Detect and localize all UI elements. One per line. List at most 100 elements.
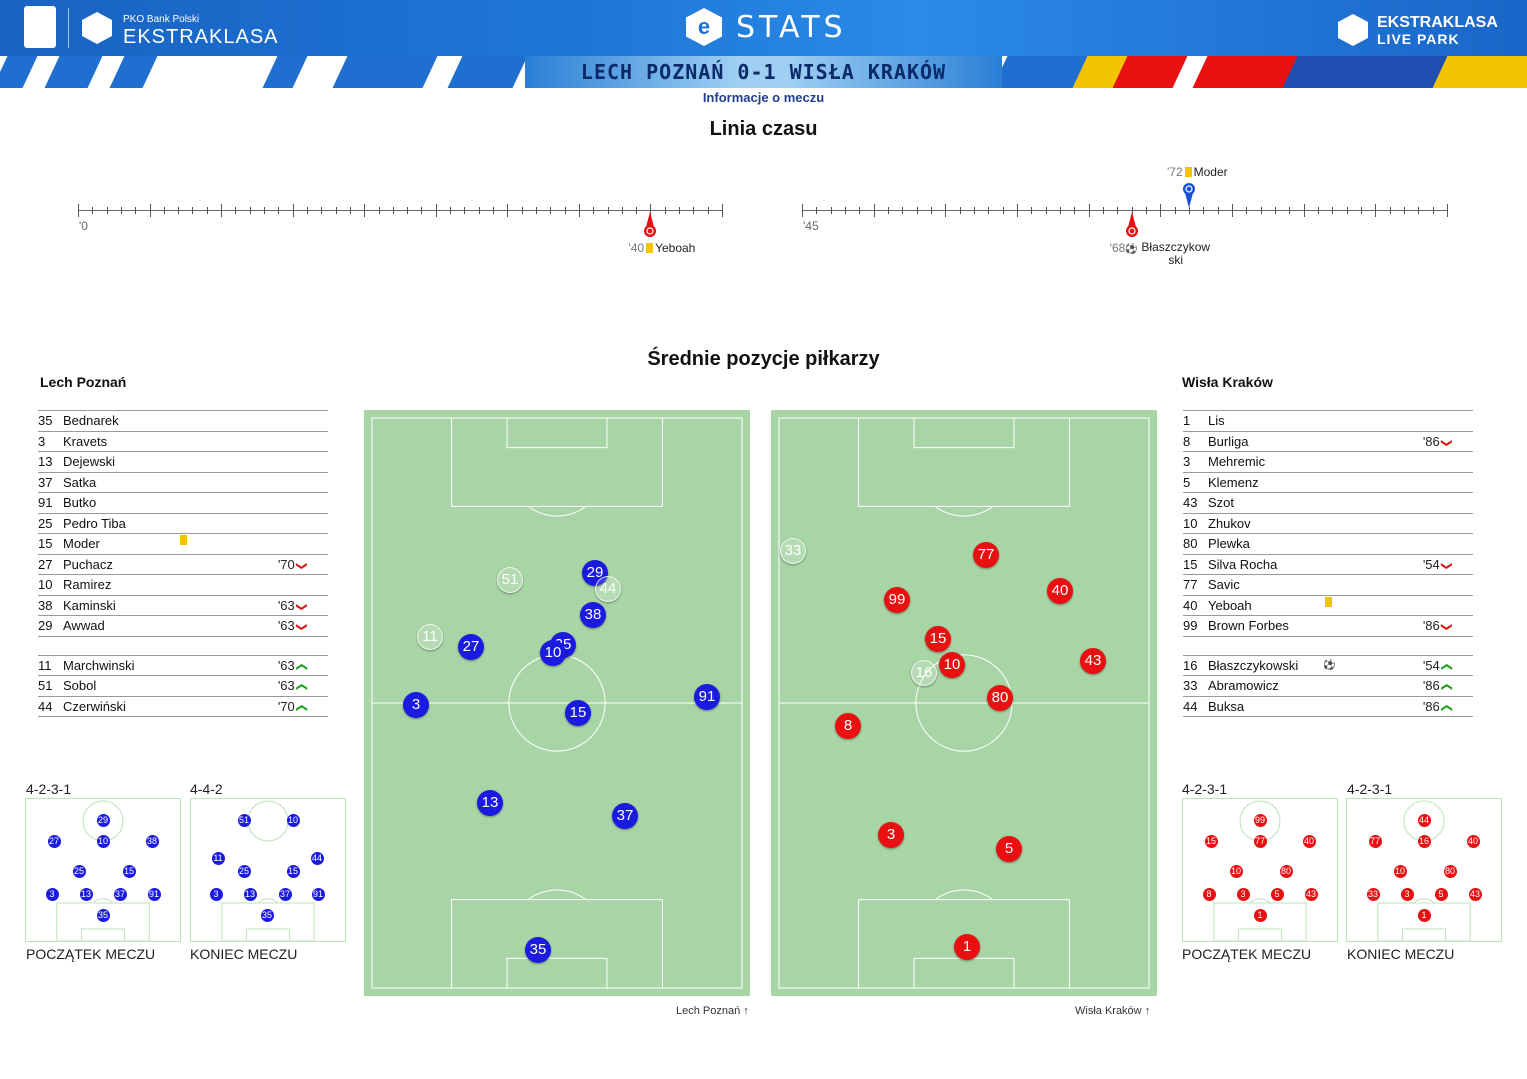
mini-pitch-lines (56, 800, 150, 941)
player-position-marker[interactable]: 8 (835, 713, 861, 739)
formation-player-dot: 35 (260, 908, 274, 922)
timeline-tick (378, 207, 380, 214)
player-position-marker[interactable]: 44 (595, 576, 621, 602)
player-name: Savic (1208, 577, 1240, 592)
player-number: 11 (38, 657, 52, 673)
timeline-event-pin[interactable] (1182, 182, 1196, 208)
player-row[interactable]: 5 Klemenz (1183, 471, 1473, 493)
player-row[interactable]: 38 Kaminski '63❯ (38, 594, 328, 616)
player-position-marker[interactable]: 40 (1047, 578, 1073, 604)
player-row[interactable]: 27 Puchacz '70❯ (38, 553, 328, 576)
player-row[interactable]: 16 Błaszczykowski ⚽ '54❯ (1183, 654, 1473, 676)
player-row[interactable]: 77 Savic (1183, 574, 1473, 595)
player-position-marker[interactable]: 27 (458, 634, 484, 660)
player-position-marker[interactable]: 37 (612, 803, 638, 829)
pitch-lines (371, 417, 743, 989)
sub-time-text: '54 (1422, 657, 1440, 673)
player-position-marker[interactable]: 10 (540, 640, 566, 666)
player-position-marker[interactable]: 51 (497, 567, 523, 593)
player-position-marker[interactable]: 33 (780, 538, 806, 564)
timeline-tick (621, 207, 623, 214)
timeline-tick (888, 207, 889, 214)
sub-out-icon: ❯ (295, 560, 308, 571)
player-row[interactable]: 37 Satka (38, 471, 328, 493)
player-row[interactable]: 8 Burliga '86❯ (1183, 430, 1473, 452)
timeline-start-label: '45 (803, 219, 819, 233)
player-row[interactable]: 11 Marchwinski '63❯ (38, 654, 328, 676)
player-row[interactable]: 35 Bednarek (38, 410, 328, 431)
timeline-tick (1045, 207, 1047, 214)
player-position-marker[interactable]: 35 (525, 937, 551, 963)
home-end-formation-pitch: 51 10 11 25 15 44 3 13 37 91 35 (190, 798, 346, 942)
player-row[interactable]: 1 Lis (1183, 410, 1473, 431)
player-position-marker[interactable]: 3 (403, 692, 429, 718)
player-row[interactable]: 10 Ramirez (38, 574, 328, 595)
away-end-formation-pitch: 44 77 16 40 10 80 33 3 5 43 1 (1346, 798, 1502, 942)
sub-time: '70❯ (278, 555, 308, 576)
formation-player-dot: 80 (1279, 864, 1293, 878)
match-info-link[interactable]: Informacje o meczu (702, 90, 825, 105)
player-position-marker[interactable]: 80 (987, 685, 1013, 711)
timeline-event-pin[interactable] (643, 212, 657, 238)
timeline-event-pin[interactable] (1125, 212, 1139, 238)
timeline-tick (106, 207, 108, 214)
player-position-marker[interactable]: 77 (973, 542, 999, 568)
player-number: 44 (1183, 698, 1198, 714)
player-row[interactable]: 3 Mehremic (1183, 451, 1473, 472)
player-position-marker[interactable]: 91 (694, 684, 720, 710)
player-row[interactable]: 3 Kravets (38, 430, 328, 452)
timeline-event-player: Yeboah (655, 241, 696, 255)
timeline-event-player: Błaszczykow ski (1141, 240, 1211, 267)
player-row[interactable]: 33 Abramowicz '86❯ (1183, 675, 1473, 696)
player-position-marker[interactable]: 29 (582, 560, 608, 586)
player-row[interactable]: 43 Szot (1183, 492, 1473, 513)
sub-time-text: '63 (277, 597, 295, 613)
player-position-marker[interactable]: 15 (565, 700, 591, 726)
player-row[interactable]: 91 Butko (38, 492, 328, 513)
player-position-marker[interactable]: 99 (884, 587, 910, 613)
player-name: Ramirez (63, 577, 112, 592)
formation-player-dot: 25 (72, 864, 86, 878)
player-position-marker[interactable]: 11 (417, 624, 443, 650)
formation-player-dot: 5 (1434, 887, 1448, 901)
timeline-tick (349, 207, 351, 214)
formation-player-dot: 10 (286, 813, 300, 827)
player-position-marker[interactable]: 13 (477, 790, 503, 816)
timeline-tick (1447, 204, 1448, 217)
player-row[interactable]: 44 Buksa '86❯ (1183, 695, 1473, 717)
player-position-marker[interactable]: 16 (911, 660, 937, 686)
sub-in-icon: ❯ (1440, 661, 1453, 672)
player-position-marker[interactable]: 38 (580, 602, 606, 628)
player-row[interactable]: 44 Czerwiński '70❯ (38, 695, 328, 717)
player-row[interactable]: 40 Yeboah (1183, 594, 1473, 616)
timeline-event-label: '40 Yeboah (628, 241, 695, 255)
formation-player-dot: 44 (1417, 813, 1431, 827)
player-row[interactable]: 29 Awwad '63❯ (38, 615, 328, 636)
player-row[interactable]: 80 Plewka (1183, 533, 1473, 554)
player-number: 43 (1183, 495, 1198, 510)
formation-player-dot: 15 (1204, 834, 1218, 848)
player-position-marker[interactable]: 3 (878, 822, 904, 848)
sub-time: '86❯ (1423, 616, 1453, 637)
timeline-tick (1031, 207, 1033, 214)
player-position-marker[interactable]: 1 (954, 934, 980, 960)
player-name: Puchacz (63, 556, 113, 572)
timeline-tick (493, 207, 495, 214)
player-position-marker[interactable]: 15 (925, 626, 951, 652)
player-row[interactable]: 25 Pedro Tiba (38, 512, 328, 534)
player-position-marker[interactable]: 5 (996, 836, 1022, 862)
player-row[interactable]: 15 Moder (38, 533, 328, 554)
squad-divider (1183, 635, 1473, 637)
player-row[interactable]: 51 Sobol '63❯ (38, 675, 328, 696)
player-position-marker[interactable]: 43 (1080, 648, 1106, 674)
player-row[interactable]: 15 Silva Rocha '54❯ (1183, 553, 1473, 576)
player-row[interactable]: 99 Brown Forbes '86❯ (1183, 615, 1473, 636)
player-row[interactable]: 10 Zhukov (1183, 512, 1473, 534)
player-name: Butko (63, 495, 97, 510)
timeline-tick (335, 207, 337, 214)
player-row[interactable]: 13 Dejewski (38, 451, 328, 472)
player-number: 8 (1183, 433, 1191, 449)
sub-time-text: '86 (1422, 433, 1440, 449)
sub-time: '54❯ (1423, 555, 1453, 576)
player-position-marker[interactable]: 10 (939, 652, 965, 678)
